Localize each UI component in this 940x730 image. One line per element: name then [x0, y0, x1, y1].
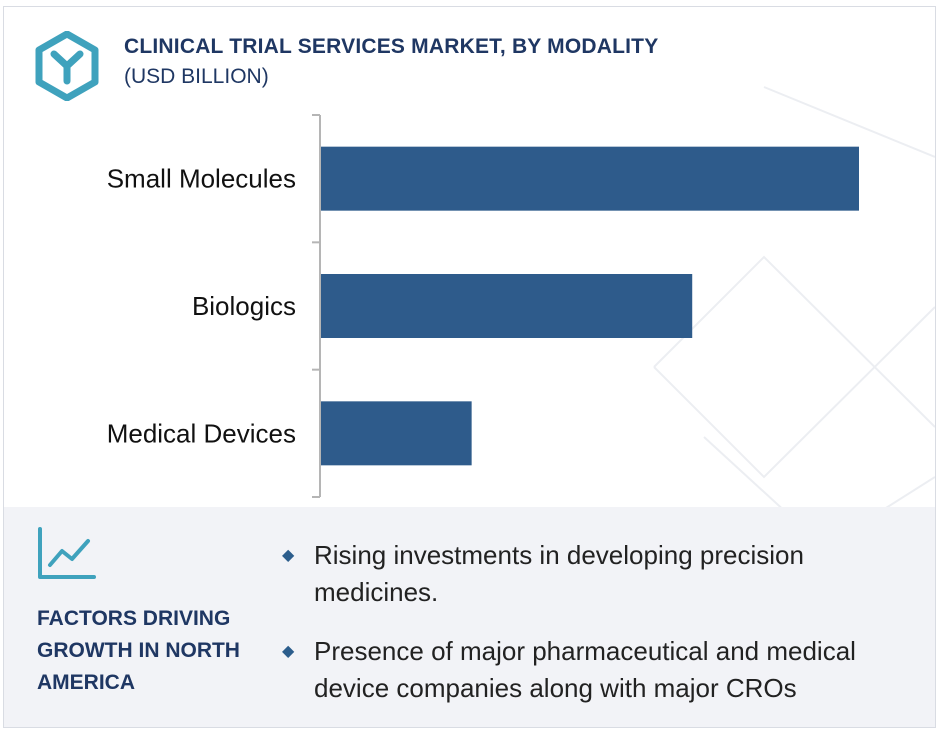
category-label: Medical Devices [107, 418, 296, 448]
chart-subtitle: (USD BILLION) [124, 65, 269, 88]
diamond-bullet-icon: ◆ [282, 643, 295, 660]
factor-item: ◆ Rising investments in developing preci… [282, 537, 922, 611]
trend-chart-icon [38, 527, 96, 579]
chart-title: CLINICAL TRIAL SERVICES MARKET, BY MODAL… [124, 35, 659, 58]
factor-item: ◆ Presence of major pharmaceutical and m… [282, 633, 922, 707]
bar [321, 146, 859, 211]
factor-text: Presence of major pharmaceutical and med… [314, 636, 856, 703]
factor-text: Rising investments in developing precisi… [314, 540, 804, 607]
category-label: Biologics [192, 291, 296, 321]
bar-chart: Small Molecules Biologics Medical Devices [107, 114, 859, 498]
factors-panel: FACTORS DRIVING GROWTH IN NORTH AMERICA … [4, 507, 935, 727]
category-label: Small Molecules [107, 164, 296, 194]
hexagon-y-logo-icon [35, 31, 99, 101]
bar [321, 274, 693, 338]
factors-title: FACTORS DRIVING GROWTH IN NORTH AMERICA [37, 607, 240, 694]
infographic-card: CLINICAL TRIAL SERVICES MARKET, BY MODAL… [3, 6, 936, 728]
diamond-bullet-icon: ◆ [282, 547, 295, 564]
bar [321, 401, 472, 466]
